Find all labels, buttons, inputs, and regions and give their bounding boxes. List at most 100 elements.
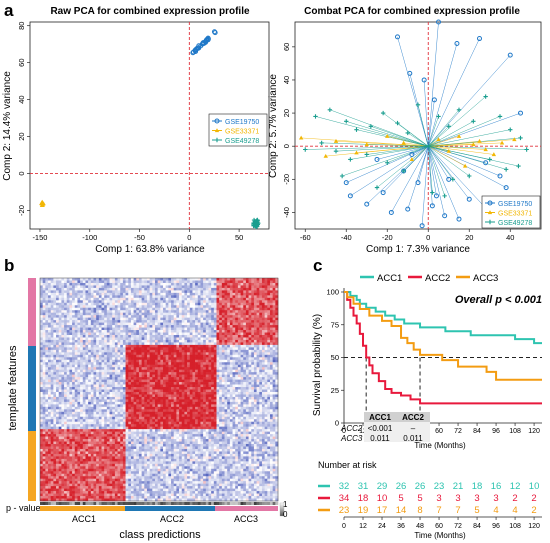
heatmap-cell [245, 401, 249, 405]
heatmap-cell [237, 367, 241, 370]
heatmap-cell [232, 300, 236, 304]
heatmap-cell [48, 372, 51, 375]
heatmap-cell [104, 317, 108, 321]
heatmap-cell [109, 342, 113, 346]
heatmap-cell [205, 377, 209, 380]
heatmap-cell [253, 379, 257, 383]
heatmap-cell [82, 322, 86, 326]
heatmap-cell [53, 387, 57, 390]
heatmap-cell [195, 280, 199, 284]
heatmap-cell [93, 354, 97, 358]
heatmap-cell [184, 362, 188, 366]
heatmap-cell [205, 307, 209, 311]
heatmap-cell [259, 379, 263, 383]
heatmap-cell [261, 364, 265, 368]
heatmap-cell [133, 342, 137, 346]
heatmap-cell [56, 280, 60, 284]
heatmap-cell [141, 280, 145, 284]
heatmap-cell [146, 282, 150, 286]
heatmap-cell [200, 352, 204, 356]
heatmap-cell [56, 315, 60, 318]
heatmap-cell [133, 322, 137, 326]
heatmap-cell [77, 369, 81, 373]
heatmap-cell [163, 384, 166, 388]
heatmap-cell [243, 334, 247, 338]
heatmap-cell [224, 325, 228, 328]
heatmap-cell [248, 352, 252, 356]
heatmap-cell [245, 367, 249, 370]
heatmap-cell [205, 394, 209, 398]
heatmap-cell [106, 396, 110, 400]
heatmap-cell [88, 295, 92, 299]
heatmap-cell [272, 332, 276, 336]
heatmap-cell [205, 285, 209, 289]
heatmap-cell [232, 310, 236, 313]
heatmap-cell [171, 300, 174, 304]
heatmap-cell [181, 310, 185, 313]
heatmap-cell [74, 325, 78, 328]
heatmap-cell [45, 369, 49, 373]
heatmap-cell [80, 404, 84, 408]
heatmap-cell [165, 391, 169, 395]
heatmap-cell [141, 369, 145, 373]
heatmap-cell [251, 282, 255, 286]
heatmap-cell [88, 327, 92, 331]
heatmap-cell [227, 359, 231, 363]
heatmap-cell [229, 389, 233, 393]
heatmap-cell [197, 332, 201, 336]
heatmap-cell [240, 287, 244, 291]
heatmap-cell [82, 394, 86, 398]
heatmap-cell [240, 310, 244, 313]
heatmap-cell [45, 297, 49, 301]
heatmap-cell [229, 404, 233, 408]
heatmap-cell [109, 317, 113, 321]
heatmap-cell [275, 300, 279, 304]
heatmap-cell [146, 384, 150, 388]
heatmap-cell [152, 307, 156, 311]
heatmap-cell [232, 362, 236, 366]
x-tick-label: -150 [32, 233, 47, 242]
heatmap-cell [264, 305, 268, 309]
heatmap-cell [184, 389, 188, 393]
heatmap-cell [88, 282, 92, 286]
heatmap-cell [216, 322, 220, 326]
heatmap-cell [261, 354, 265, 358]
heatmap-cell [106, 357, 110, 361]
heatmap-cell [69, 347, 73, 351]
heatmap-cell [192, 391, 196, 395]
heatmap-cell [163, 396, 166, 400]
heatmap-cell [181, 327, 185, 331]
heatmap-cell [130, 307, 134, 311]
heatmap-cell [275, 334, 279, 338]
heatmap-cell [106, 384, 110, 388]
heatmap-cell [125, 285, 129, 289]
heatmap-cell [136, 359, 140, 363]
combat-point [347, 193, 353, 199]
heatmap-cell [235, 347, 239, 351]
heatmap-cell [146, 325, 150, 328]
heatmap-cell [146, 374, 150, 378]
heatmap-cell [163, 389, 166, 393]
heatmap-cell [173, 394, 177, 398]
heatmap-cell [227, 372, 231, 375]
heatmap-cell [109, 387, 113, 390]
heatmap-cell [235, 307, 239, 311]
heatmap-cell [165, 396, 169, 400]
heatmap-cell [125, 384, 129, 388]
heatmap-cell [114, 320, 118, 323]
heatmap-cell [197, 315, 201, 318]
heatmap-cell [125, 278, 129, 281]
raw-point [40, 200, 45, 204]
heatmap-cell [187, 359, 191, 363]
heatmap-cell [69, 322, 73, 326]
heatmap-cell [221, 307, 225, 311]
heatmap-cell [163, 307, 166, 311]
heatmap-cell [184, 367, 188, 370]
heatmap-cell [237, 354, 241, 358]
heatmap-cell [264, 382, 268, 385]
heatmap-cell [48, 396, 51, 400]
heatmap-cell [224, 278, 228, 281]
heatmap-cell [171, 362, 174, 366]
heatmap-cell [200, 300, 204, 304]
heatmap-cell [136, 300, 140, 304]
